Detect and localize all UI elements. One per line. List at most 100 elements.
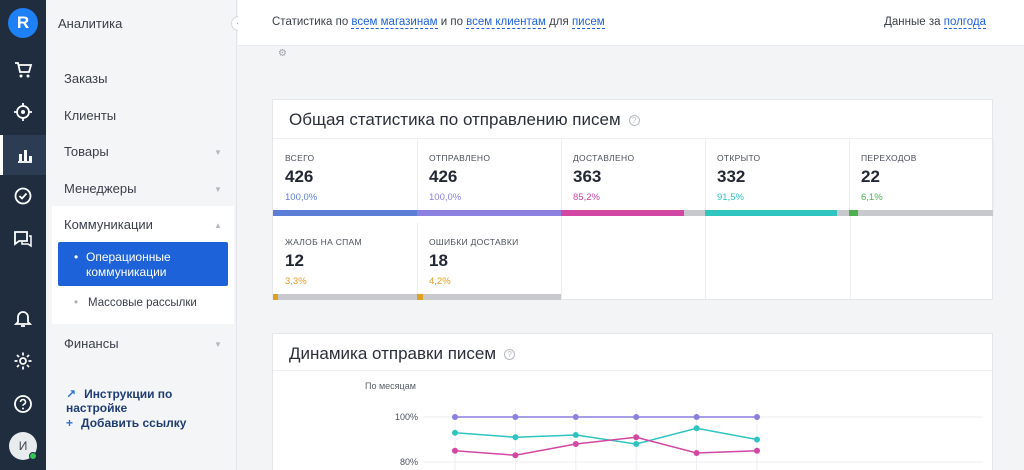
- check-circle-icon[interactable]: [0, 176, 46, 216]
- avatar-letter: И: [18, 439, 28, 453]
- data-point[interactable]: [512, 434, 519, 441]
- filter-prefix: Статистика по: [272, 16, 349, 28]
- data-point[interactable]: [452, 447, 458, 454]
- stat-progress-fill: [561, 210, 684, 216]
- data-point[interactable]: [754, 447, 760, 454]
- stat-progress-fill: [417, 294, 424, 300]
- bar-chart-icon[interactable]: [0, 135, 46, 175]
- data-point[interactable]: [633, 414, 640, 420]
- online-status-dot: [29, 452, 37, 460]
- chat-icon[interactable]: [0, 219, 46, 259]
- y-tick-label: 100%: [395, 412, 418, 422]
- help-icon[interactable]: [0, 384, 46, 424]
- divider: [273, 138, 992, 139]
- data-point[interactable]: [512, 414, 519, 420]
- data-point[interactable]: [754, 414, 760, 420]
- stat-tile: ВСЕГО 426 100,0%: [273, 139, 418, 216]
- sidebar-item-finance[interactable]: Финансы: [64, 336, 119, 351]
- stat-progress-fill: [849, 210, 858, 216]
- stat-value: 332: [717, 167, 746, 186]
- sidebar-item-communications[interactable]: Коммуникации: [64, 217, 153, 232]
- setup-instructions-link[interactable]: ↗ Инструкции по настройке: [66, 387, 236, 415]
- stat-value: 18: [429, 251, 448, 270]
- stat-progress-fill: [705, 210, 837, 216]
- plus-icon: +: [66, 416, 74, 430]
- data-point[interactable]: [572, 441, 579, 447]
- sidebar-subitem-mass-mailings[interactable]: • Массовые рассылки: [74, 297, 197, 309]
- divider: [273, 370, 992, 371]
- data-point[interactable]: [512, 452, 519, 459]
- sidebar-subitem-label-line2: коммуникации: [86, 265, 167, 279]
- data-point[interactable]: [633, 434, 640, 441]
- card-title-text: Общая статистика по отправлению писем: [289, 110, 621, 129]
- sidebar-item-clients[interactable]: Клиенты: [64, 108, 117, 123]
- add-link-label: Добавить ссылку: [81, 416, 187, 430]
- stat-progress-bar: [705, 210, 849, 216]
- data-point[interactable]: [452, 414, 458, 420]
- data-point[interactable]: [572, 432, 579, 438]
- add-link-button[interactable]: + Добавить ссылку: [66, 416, 186, 430]
- divider: [850, 216, 851, 301]
- sidebar-item-products[interactable]: Товары: [64, 144, 109, 159]
- y-tick-label: 80%: [400, 457, 418, 467]
- avatar[interactable]: И: [9, 432, 37, 460]
- sidebar-subitem-operational[interactable]: • Операционные коммуникации: [58, 242, 228, 286]
- data-point[interactable]: [754, 436, 760, 443]
- gear-icon[interactable]: [0, 341, 46, 381]
- chevron-down-icon: ▼: [214, 185, 222, 194]
- sidebar-item-managers[interactable]: Менеджеры: [64, 181, 137, 196]
- divider: [561, 216, 562, 301]
- data-point[interactable]: [452, 429, 458, 436]
- stat-value: 12: [285, 251, 304, 270]
- bell-icon[interactable]: [0, 298, 46, 338]
- stat-percent: 100,0%: [429, 192, 462, 203]
- stat-label: ОШИБКИ ДОСТАВКИ: [429, 237, 519, 247]
- stat-percent: 4,2%: [429, 276, 451, 287]
- stat-percent: 100,0%: [285, 192, 318, 203]
- stat-progress-bar: [273, 210, 417, 216]
- stat-percent: 85,2%: [573, 192, 600, 203]
- stat-percent: 91,5%: [717, 192, 744, 203]
- cart-icon[interactable]: [0, 50, 46, 90]
- target-icon[interactable]: [0, 92, 46, 132]
- stat-label: ВСЕГО: [285, 153, 315, 163]
- help-icon[interactable]: ?: [504, 349, 516, 361]
- setup-instructions-label: Инструкции по настройке: [66, 387, 173, 415]
- filter-for: для: [549, 16, 569, 28]
- stat-label: ОТКРЫТО: [717, 153, 761, 163]
- period-prefix: Данные за: [884, 16, 941, 28]
- chevron-up-icon: ▲: [214, 221, 222, 230]
- sidebar-subitem-label: Массовые рассылки: [88, 297, 197, 309]
- stores-filter-link[interactable]: всем магазинам: [351, 16, 438, 29]
- letters-filter-link[interactable]: писем: [571, 16, 605, 29]
- clients-filter-link[interactable]: всем клиентам: [466, 16, 546, 29]
- data-point[interactable]: [693, 450, 700, 456]
- stat-label: ОТПРАВЛЕНО: [429, 153, 491, 163]
- data-point[interactable]: [572, 414, 579, 420]
- data-point[interactable]: [693, 425, 700, 432]
- period-selector: Данные за полгода: [884, 16, 986, 29]
- stat-tile: ОТКРЫТО 332 91,5%: [705, 139, 850, 216]
- data-point[interactable]: [693, 414, 700, 420]
- stat-tile: ЖАЛОБ НА СПАМ 12 3,3%: [273, 223, 418, 300]
- stat-tile: ДОСТАВЛЕНО 363 85,2%: [561, 139, 706, 216]
- chevron-down-icon: ▼: [214, 148, 222, 157]
- filter-bar: Статистика по всем магазинам и по всем к…: [238, 0, 1024, 46]
- app-logo[interactable]: R: [8, 8, 38, 38]
- period-link[interactable]: полгода: [943, 16, 986, 29]
- stat-label: ЖАЛОБ НА СПАМ: [285, 237, 362, 247]
- stat-progress-bar: [561, 210, 705, 216]
- series-line-1: [454, 427, 758, 445]
- stat-progress-bar: [849, 210, 993, 216]
- filter-sentence: Статистика по всем магазинам и по всем к…: [272, 16, 605, 29]
- divider: [705, 216, 706, 301]
- settings-gear-icon[interactable]: ⚙: [278, 48, 287, 59]
- card-title-text: Динамика отправки писем: [289, 344, 497, 363]
- bullet-icon: •: [74, 297, 79, 309]
- bullet-icon: •: [74, 250, 79, 264]
- stat-tile: ОТПРАВЛЕНО 426 100,0%: [417, 139, 562, 216]
- card-title: Динамика отправки писем?: [289, 344, 516, 364]
- help-icon[interactable]: ?: [628, 115, 640, 127]
- data-point[interactable]: [633, 441, 640, 447]
- sidebar-item-orders[interactable]: Заказы: [64, 71, 108, 86]
